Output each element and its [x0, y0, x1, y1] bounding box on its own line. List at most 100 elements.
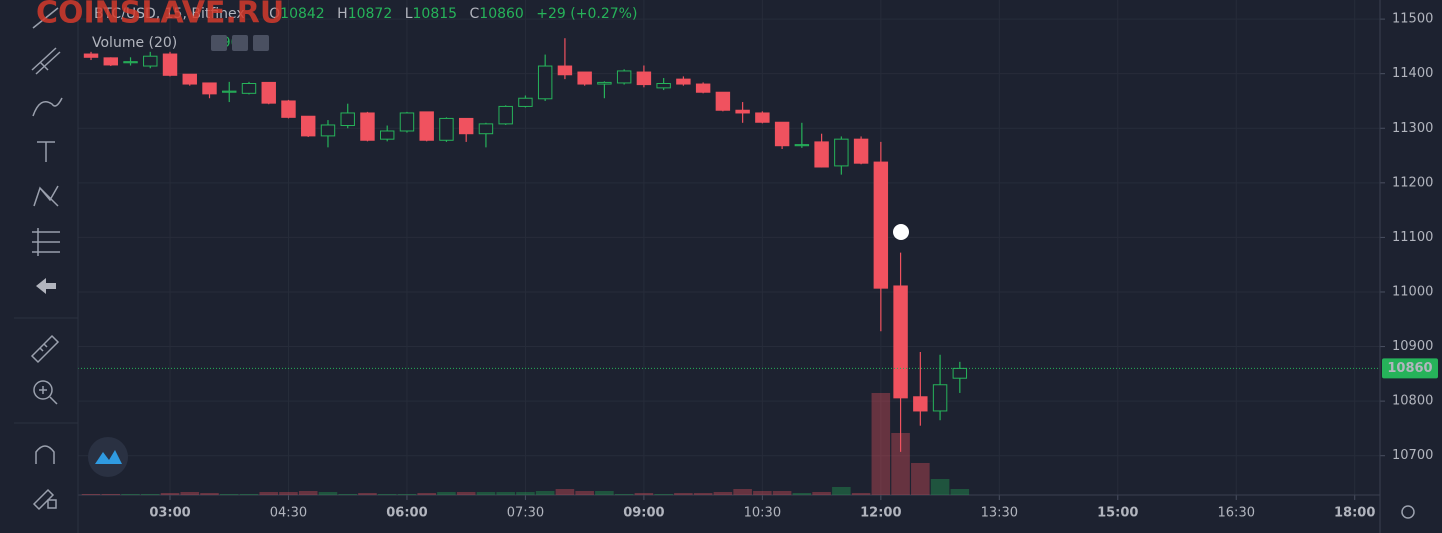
candle-body — [794, 144, 810, 147]
volume-bar — [81, 494, 101, 495]
volume-bar — [318, 492, 338, 495]
candle-body — [873, 161, 889, 289]
tool-prediction[interactable] — [32, 228, 60, 256]
candle-body — [656, 83, 671, 89]
volume-bar — [496, 492, 515, 495]
low-value: 10815 — [413, 6, 458, 22]
volume-bar — [160, 493, 180, 495]
candle-body — [695, 83, 711, 93]
candle-body — [301, 115, 316, 137]
y-tick-label: 11300 — [1392, 121, 1433, 136]
settings-button[interactable] — [232, 35, 248, 51]
candle-body — [676, 78, 691, 85]
volume-bar — [753, 491, 772, 495]
candle-body — [932, 384, 948, 412]
volume-bar — [930, 479, 950, 495]
candle-body — [616, 70, 632, 84]
candle-body — [103, 57, 118, 66]
volume-bar — [219, 494, 239, 495]
volume-bar — [555, 489, 575, 495]
volume-bar — [377, 494, 397, 495]
candle-body — [123, 61, 138, 64]
settings-icon[interactable] — [1401, 505, 1415, 519]
volume-bar — [693, 493, 713, 495]
tool-pattern[interactable] — [33, 185, 59, 207]
remove-button[interactable] — [253, 35, 269, 51]
y-tick-label: 11000 — [1392, 284, 1433, 299]
volume-bar — [121, 494, 140, 495]
volume-bar — [891, 433, 910, 495]
candle-body — [182, 73, 197, 85]
candle-body — [222, 90, 237, 93]
tool-trendline[interactable] — [32, 7, 59, 29]
volume-bar — [516, 492, 535, 495]
candle-body — [320, 124, 336, 137]
volume-bar — [772, 491, 792, 495]
volume-bar — [832, 487, 851, 495]
volume-bar — [239, 494, 259, 495]
candle-body — [557, 65, 573, 76]
x-tick-label: 04:30 — [270, 506, 307, 521]
candle-body — [755, 112, 770, 123]
logo-badge[interactable] — [88, 437, 128, 477]
tool-brush[interactable] — [32, 97, 63, 117]
candle-body — [814, 141, 829, 168]
volume-title[interactable]: Volume (20) — [92, 35, 177, 51]
y-tick-label: 11200 — [1392, 175, 1433, 190]
volume-bar — [911, 463, 930, 495]
volume-bar — [417, 493, 436, 495]
volume-bar — [595, 491, 614, 495]
volume-bar — [140, 494, 160, 495]
volume-bar — [654, 494, 673, 495]
candle-body — [913, 396, 928, 412]
open-letter: O — [269, 6, 280, 22]
x-tick-label: 16:30 — [1218, 506, 1255, 521]
watermark: COINSLAVE.RU — [36, 0, 284, 31]
x-tick-label: 06:00 — [386, 506, 427, 521]
volume-bar — [535, 491, 555, 495]
candle-body — [143, 55, 158, 67]
candle-body — [202, 82, 217, 95]
volume-bar — [575, 491, 594, 495]
candle-body — [518, 97, 533, 107]
tool-back[interactable] — [36, 278, 56, 294]
tool-magnet[interactable] — [35, 445, 55, 464]
volume-bar — [298, 491, 318, 495]
eye-button[interactable] — [211, 35, 227, 51]
volume-bar — [279, 492, 298, 495]
volume-controls — [211, 35, 269, 51]
volume-bar — [101, 494, 121, 495]
x-tick-label: 03:00 — [149, 506, 190, 521]
candle-body — [498, 105, 513, 125]
volume-bar — [851, 493, 871, 495]
volume-bar — [812, 492, 831, 495]
tool-lock[interactable] — [32, 488, 57, 511]
symbol[interactable]: BTC/USD, 15, Bitfinex — [94, 6, 245, 22]
x-tick-label: 07:30 — [507, 506, 544, 521]
x-tick-label: 09:00 — [623, 506, 664, 521]
candle-body — [893, 285, 908, 399]
tool-ruler[interactable] — [30, 334, 60, 364]
volume-bar — [200, 493, 219, 495]
tool-zoom-lines[interactable] — [39, 386, 58, 405]
tool-fib[interactable] — [31, 47, 61, 75]
candle-body — [952, 367, 968, 379]
x-tick-label: 12:00 — [860, 506, 901, 521]
candle-body — [281, 100, 296, 118]
tool-text[interactable] — [37, 141, 55, 162]
tool-zoom[interactable] — [33, 380, 53, 400]
volume-bar — [871, 393, 891, 495]
logo-mark — [95, 450, 122, 464]
volume-bar — [614, 494, 634, 495]
candle-body — [577, 71, 592, 85]
volume-bar — [674, 493, 693, 495]
volume-bar — [437, 492, 456, 495]
y-tick-label: 10900 — [1392, 339, 1433, 354]
candle-body — [439, 117, 454, 141]
high-value: 10872 — [348, 6, 393, 22]
candle-body — [419, 111, 434, 141]
volume-bar — [476, 492, 496, 495]
volume-bar — [792, 493, 812, 495]
